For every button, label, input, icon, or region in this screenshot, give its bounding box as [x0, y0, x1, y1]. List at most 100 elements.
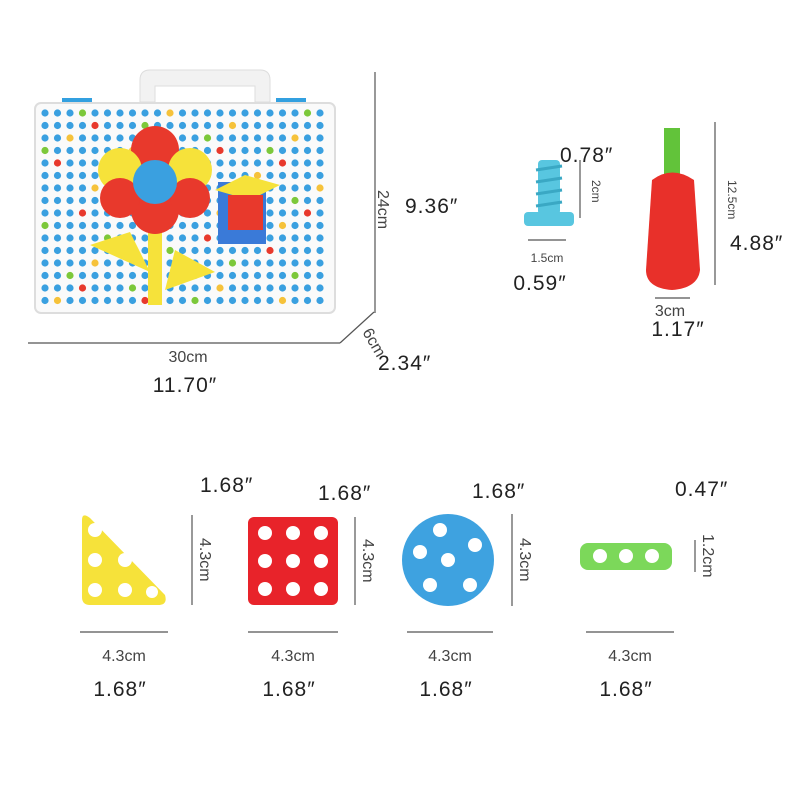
peg	[266, 246, 274, 255]
peg	[241, 284, 249, 292]
peg	[253, 134, 262, 142]
peg	[266, 234, 274, 242]
peg	[291, 259, 299, 267]
peg	[303, 196, 312, 205]
peg	[178, 134, 187, 142]
peg	[216, 159, 224, 167]
peg	[203, 259, 212, 267]
peg	[66, 284, 74, 292]
peg	[291, 159, 299, 167]
peg	[166, 246, 174, 255]
peg	[303, 246, 312, 255]
dim-label: 1.68″	[599, 678, 652, 701]
peg	[316, 246, 324, 255]
peg	[53, 134, 62, 142]
peg	[316, 121, 324, 130]
peg	[203, 134, 212, 142]
peg	[303, 184, 312, 192]
peg	[291, 284, 299, 292]
peg	[41, 284, 49, 292]
peg	[53, 184, 62, 192]
peg	[78, 259, 87, 267]
dim-label: 2.34″	[378, 352, 431, 375]
peg	[103, 284, 112, 292]
peg	[91, 196, 99, 205]
peg	[291, 221, 299, 230]
peg	[316, 134, 324, 142]
dim-label: 4.3cm	[196, 538, 213, 582]
peg	[41, 234, 49, 242]
peg	[203, 221, 212, 230]
peg	[41, 271, 49, 280]
peg	[266, 134, 274, 142]
peg	[278, 246, 287, 255]
peg	[41, 246, 49, 255]
dim-label: 4.3cm	[608, 648, 652, 665]
peg	[53, 196, 62, 205]
peg	[66, 209, 74, 217]
peg	[216, 146, 224, 155]
dim-label: 0.59″	[513, 272, 566, 295]
peg	[316, 209, 324, 217]
triangle-piece	[82, 515, 166, 605]
peg	[303, 134, 312, 142]
peg	[53, 284, 62, 292]
peg	[203, 121, 212, 130]
peg	[278, 271, 287, 280]
peg	[303, 109, 312, 117]
peg	[191, 121, 199, 130]
peg	[91, 134, 99, 142]
peg	[191, 109, 199, 117]
peg	[266, 159, 274, 167]
peg	[291, 209, 299, 217]
peg	[228, 121, 237, 130]
peg	[253, 246, 262, 255]
peg	[316, 221, 324, 230]
peg	[216, 171, 224, 180]
peg	[166, 296, 174, 305]
peg	[141, 109, 149, 117]
peg	[253, 171, 262, 180]
peg	[78, 221, 87, 230]
toolbox	[34, 69, 336, 314]
dim-label: 4.3cm	[102, 648, 146, 665]
peg	[128, 284, 137, 292]
peg	[203, 296, 212, 305]
peg	[316, 146, 324, 155]
screw	[524, 160, 574, 226]
dim-label: 1.68″	[318, 482, 371, 505]
peg	[66, 221, 74, 230]
peg	[116, 271, 124, 280]
peg	[78, 271, 87, 280]
peg	[141, 234, 149, 242]
peg	[278, 284, 287, 292]
peg	[66, 134, 74, 142]
peg	[41, 134, 49, 142]
peg	[178, 284, 187, 292]
peg	[216, 259, 224, 267]
peg	[266, 296, 274, 305]
peg	[241, 296, 249, 305]
peg	[78, 246, 87, 255]
dim-label: 3cm	[655, 303, 685, 320]
peg	[103, 271, 112, 280]
peg	[78, 171, 87, 180]
peg	[116, 259, 124, 267]
peg	[228, 296, 237, 305]
dim-label: 2cm	[589, 180, 603, 203]
peg	[278, 171, 287, 180]
peg	[253, 146, 262, 155]
peg	[103, 296, 112, 305]
peg	[303, 146, 312, 155]
peg	[66, 246, 74, 255]
peg	[191, 296, 199, 305]
peg	[191, 221, 199, 230]
peg	[66, 171, 74, 180]
peg	[41, 196, 49, 205]
peg	[178, 246, 187, 255]
peg	[228, 171, 237, 180]
peg	[78, 184, 87, 192]
peg	[91, 271, 99, 280]
peg	[291, 246, 299, 255]
